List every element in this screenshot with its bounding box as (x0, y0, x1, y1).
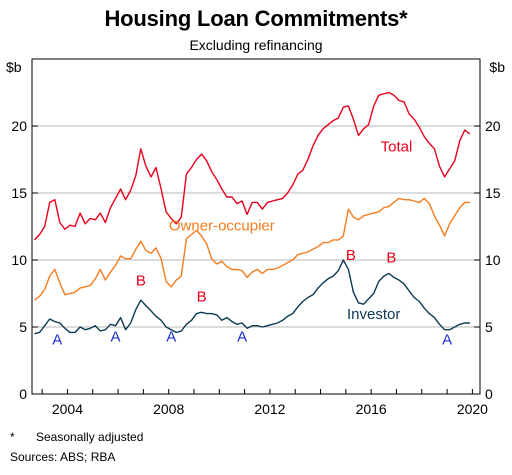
footnote: * Seasonally adjusted (10, 427, 143, 447)
series-labels: Total Owner-occupier Investor (169, 138, 412, 322)
trough-marker: A (442, 331, 452, 348)
series-line-investor (34, 259, 470, 335)
x-tick-label: 2004 (52, 401, 83, 417)
y-tick-label-right: 10 (485, 252, 501, 268)
chart-title: Housing Loan Commitments* (104, 6, 408, 31)
trough-marker: A (166, 329, 176, 346)
x-tick-label: 2008 (153, 401, 184, 417)
trough-marker: A (237, 329, 247, 346)
y-tick-label-left: 5 (19, 319, 27, 335)
series-label-owner-occupier: Owner-occupier (169, 218, 275, 235)
series-line-owner-occupier (34, 197, 470, 301)
y-tick-labels-right: 0 5 10 15 20 (485, 118, 501, 402)
series-line-total (33, 91, 471, 241)
x-tick-label: 2012 (254, 401, 285, 417)
axis-ticks (32, 125, 480, 395)
trough-marker: A (52, 331, 62, 348)
series-lines (33, 91, 471, 335)
y-tick-label-right: 0 (485, 386, 493, 402)
peak-marker: B (136, 272, 146, 289)
y-tick-label-left: 20 (11, 118, 27, 134)
x-tick-labels: 2004 2008 2012 2016 2020 (52, 401, 488, 417)
peak-trough-markers: A A A A A B B B B (52, 247, 452, 348)
peak-marker: B (346, 247, 356, 264)
plot-frame (31, 58, 481, 395)
y-axis-label-right: $b (489, 59, 505, 75)
y-tick-label-left: 10 (11, 252, 27, 268)
footnote-text: Seasonally adjusted (36, 430, 144, 444)
sources: Sources: ABS; RBA (10, 450, 116, 464)
footnote-marker: * (10, 430, 15, 444)
chart-notes: * Seasonally adjusted Sources: ABS; RBA (10, 427, 143, 467)
y-tick-labels-left: 0 5 10 15 20 (11, 118, 27, 402)
y-tick-label-right: 5 (485, 319, 493, 335)
peak-marker: B (386, 250, 396, 267)
y-tick-label-right: 15 (485, 185, 501, 201)
x-tick-label: 2020 (457, 401, 488, 417)
series-label-total: Total (381, 138, 413, 155)
y-tick-label-left: 0 (19, 386, 27, 402)
series-label-investor: Investor (347, 306, 400, 323)
y-axis-label-left: $b (6, 59, 22, 75)
peak-marker: B (197, 289, 207, 306)
gridlines (32, 125, 480, 328)
trough-marker: A (111, 329, 121, 346)
x-tick-label: 2016 (356, 401, 387, 417)
y-tick-label-left: 15 (11, 185, 27, 201)
chart-subtitle: Excluding refinancing (189, 37, 323, 53)
y-tick-label-right: 20 (485, 118, 501, 134)
